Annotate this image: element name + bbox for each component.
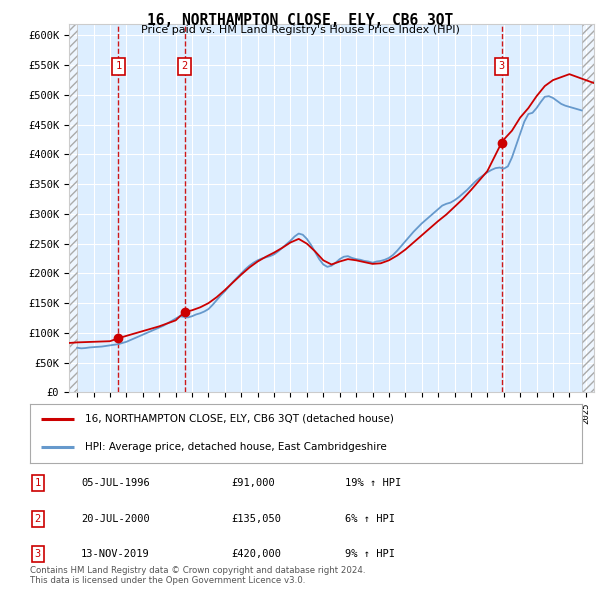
Text: 19% ↑ HPI: 19% ↑ HPI bbox=[345, 478, 401, 488]
Text: 16, NORTHAMPTON CLOSE, ELY, CB6 3QT: 16, NORTHAMPTON CLOSE, ELY, CB6 3QT bbox=[147, 13, 453, 28]
Text: 3: 3 bbox=[499, 61, 505, 71]
Text: 1: 1 bbox=[35, 478, 41, 488]
Text: 9% ↑ HPI: 9% ↑ HPI bbox=[345, 549, 395, 559]
Text: 1: 1 bbox=[115, 61, 122, 71]
Text: Price paid vs. HM Land Registry's House Price Index (HPI): Price paid vs. HM Land Registry's House … bbox=[140, 25, 460, 35]
Text: 3: 3 bbox=[35, 549, 41, 559]
Text: £420,000: £420,000 bbox=[231, 549, 281, 559]
Text: HPI: Average price, detached house, East Cambridgeshire: HPI: Average price, detached house, East… bbox=[85, 442, 387, 451]
Text: 20-JUL-2000: 20-JUL-2000 bbox=[81, 514, 150, 523]
Text: 6% ↑ HPI: 6% ↑ HPI bbox=[345, 514, 395, 523]
Text: 05-JUL-1996: 05-JUL-1996 bbox=[81, 478, 150, 488]
Text: 13-NOV-2019: 13-NOV-2019 bbox=[81, 549, 150, 559]
Text: 16, NORTHAMPTON CLOSE, ELY, CB6 3QT (detached house): 16, NORTHAMPTON CLOSE, ELY, CB6 3QT (det… bbox=[85, 414, 394, 424]
Text: 2: 2 bbox=[35, 514, 41, 523]
Text: £135,050: £135,050 bbox=[231, 514, 281, 523]
Text: Contains HM Land Registry data © Crown copyright and database right 2024.
This d: Contains HM Land Registry data © Crown c… bbox=[30, 566, 365, 585]
Text: 2: 2 bbox=[181, 61, 188, 71]
Text: £91,000: £91,000 bbox=[231, 478, 275, 488]
